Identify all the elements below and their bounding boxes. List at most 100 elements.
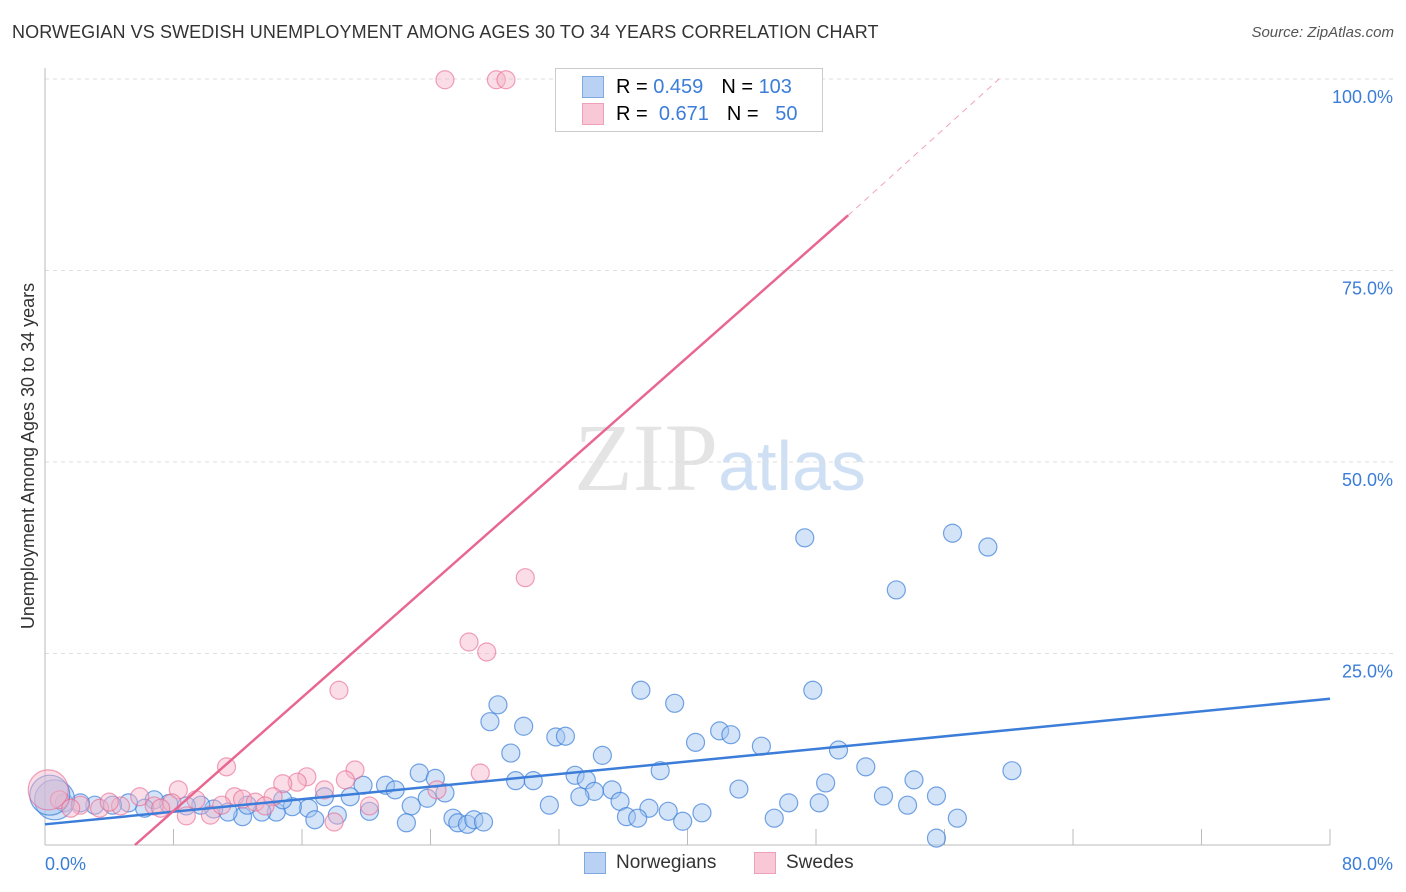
- swedes-point: [515, 568, 535, 588]
- source-label: Source: ZipAtlas.com: [1251, 24, 1394, 41]
- n-label: N =: [726, 102, 759, 125]
- swedes-point: [329, 680, 349, 700]
- norwegians-point: [584, 781, 604, 801]
- norwegians-point: [942, 523, 963, 543]
- swedes-point: [110, 796, 131, 816]
- legend-norwegians: R = 0.459 N = 103: [582, 74, 792, 100]
- norwegians-point: [570, 787, 590, 807]
- norwegians-point: [340, 787, 360, 807]
- norwegians-point: [779, 793, 799, 813]
- norwegians-point: [565, 765, 585, 785]
- norwegians-point: [631, 680, 651, 700]
- norwegians-point: [650, 761, 670, 781]
- norwegians-point: [501, 743, 521, 763]
- swedes-point: [273, 774, 293, 794]
- bottom-legend-norwegians: Norwegians: [584, 852, 716, 874]
- swedes-point: [130, 787, 150, 807]
- swedes-point: [324, 812, 344, 832]
- norwegians-point: [448, 813, 468, 833]
- swedes-point: [61, 798, 81, 818]
- norwegians-point: [506, 771, 526, 791]
- norwegians-point: [401, 796, 421, 816]
- swedes-point: [27, 769, 69, 811]
- swedes-point: [99, 792, 119, 812]
- norwegians-point: [665, 693, 685, 713]
- norwegians-point: [710, 721, 730, 741]
- swedes-point: [359, 796, 380, 816]
- norwegians-point: [266, 802, 286, 822]
- norwegians-point: [685, 732, 706, 752]
- norwegians-point: [658, 801, 678, 821]
- norwegians-swatch: [584, 852, 606, 874]
- watermark: ZIPatlas: [574, 404, 866, 511]
- swedes-point: [470, 763, 490, 783]
- swedes-point: [212, 795, 232, 815]
- swedes-trendline-extension: [847, 78, 1000, 216]
- norwegians-point: [539, 795, 559, 815]
- norwegians-point: [873, 786, 894, 806]
- norwegians-point: [546, 727, 566, 747]
- swedes-trendline: [134, 214, 849, 846]
- norwegians-point: [359, 801, 380, 821]
- swedes-point: [345, 760, 365, 780]
- norwegians-point: [1002, 761, 1022, 781]
- norwegians-point: [809, 793, 829, 813]
- swedes-point: [435, 70, 455, 90]
- norwegians-point: [628, 808, 648, 828]
- swedes-r: 0.671: [658, 102, 709, 125]
- norwegians-point: [592, 745, 612, 765]
- r-label: R =: [616, 75, 648, 98]
- norwegians-n: 103: [758, 75, 792, 98]
- norwegians-label: Norwegians: [616, 852, 717, 873]
- r-label: R =: [616, 102, 648, 125]
- swedes-n: 50: [775, 102, 798, 125]
- norwegians-point: [721, 725, 741, 745]
- swedes-point: [335, 770, 355, 790]
- y-tick-label: 100.0%: [1332, 87, 1393, 107]
- legend-swedes: R = 0.671 N = 50: [582, 101, 797, 127]
- swedes-point: [287, 772, 307, 792]
- norwegians-point: [816, 773, 836, 793]
- norwegians-point: [886, 580, 906, 600]
- swedes-point: [486, 70, 506, 90]
- norwegians-point: [488, 695, 508, 715]
- legend: R = 0.459 N = 103 R = 0.671 N = 50: [555, 68, 823, 132]
- norwegians-trendline: [44, 697, 1331, 826]
- norwegians-r: 0.459: [653, 75, 704, 98]
- swedes-point: [427, 780, 447, 800]
- swedes-point: [459, 632, 479, 652]
- norwegians-point: [29, 774, 71, 816]
- swedes-point: [90, 798, 110, 818]
- swedes-point: [496, 70, 516, 90]
- swedes-point: [255, 796, 275, 816]
- norwegians-point: [978, 537, 998, 557]
- norwegians-point: [926, 828, 947, 848]
- norwegians-point: [803, 680, 823, 700]
- norwegians-point: [897, 795, 918, 815]
- x-tick-label: 0.0%: [45, 854, 86, 874]
- norwegians-point: [904, 770, 924, 790]
- y-tick-label: 25.0%: [1342, 662, 1393, 682]
- norwegians-swatch: [582, 76, 604, 98]
- norwegians-point: [856, 757, 876, 777]
- norwegians-point: [692, 803, 712, 823]
- norwegians-point: [555, 726, 576, 746]
- swedes-point: [477, 642, 497, 662]
- chart-title: NORWEGIAN VS SWEDISH UNEMPLOYMENT AMONG …: [12, 22, 879, 42]
- swedes-swatch: [754, 852, 776, 874]
- norwegians-point: [764, 808, 784, 828]
- swedes-point: [297, 767, 317, 787]
- norwegians-point: [396, 813, 417, 833]
- y-tick-label: 75.0%: [1342, 279, 1393, 299]
- y-axis-title: Unemployment Among Ages 30 to 34 years: [18, 283, 38, 629]
- swedes-label: Swedes: [786, 852, 854, 873]
- bottom-legend-swedes: Swedes: [754, 852, 854, 874]
- norwegians-point: [828, 740, 849, 760]
- swedes-point: [314, 780, 335, 800]
- y-tick-label: 50.0%: [1342, 470, 1393, 490]
- swedes-point: [216, 757, 237, 777]
- norwegians-point: [926, 786, 947, 806]
- norwegians-point: [409, 763, 429, 783]
- norwegians-point: [514, 716, 534, 736]
